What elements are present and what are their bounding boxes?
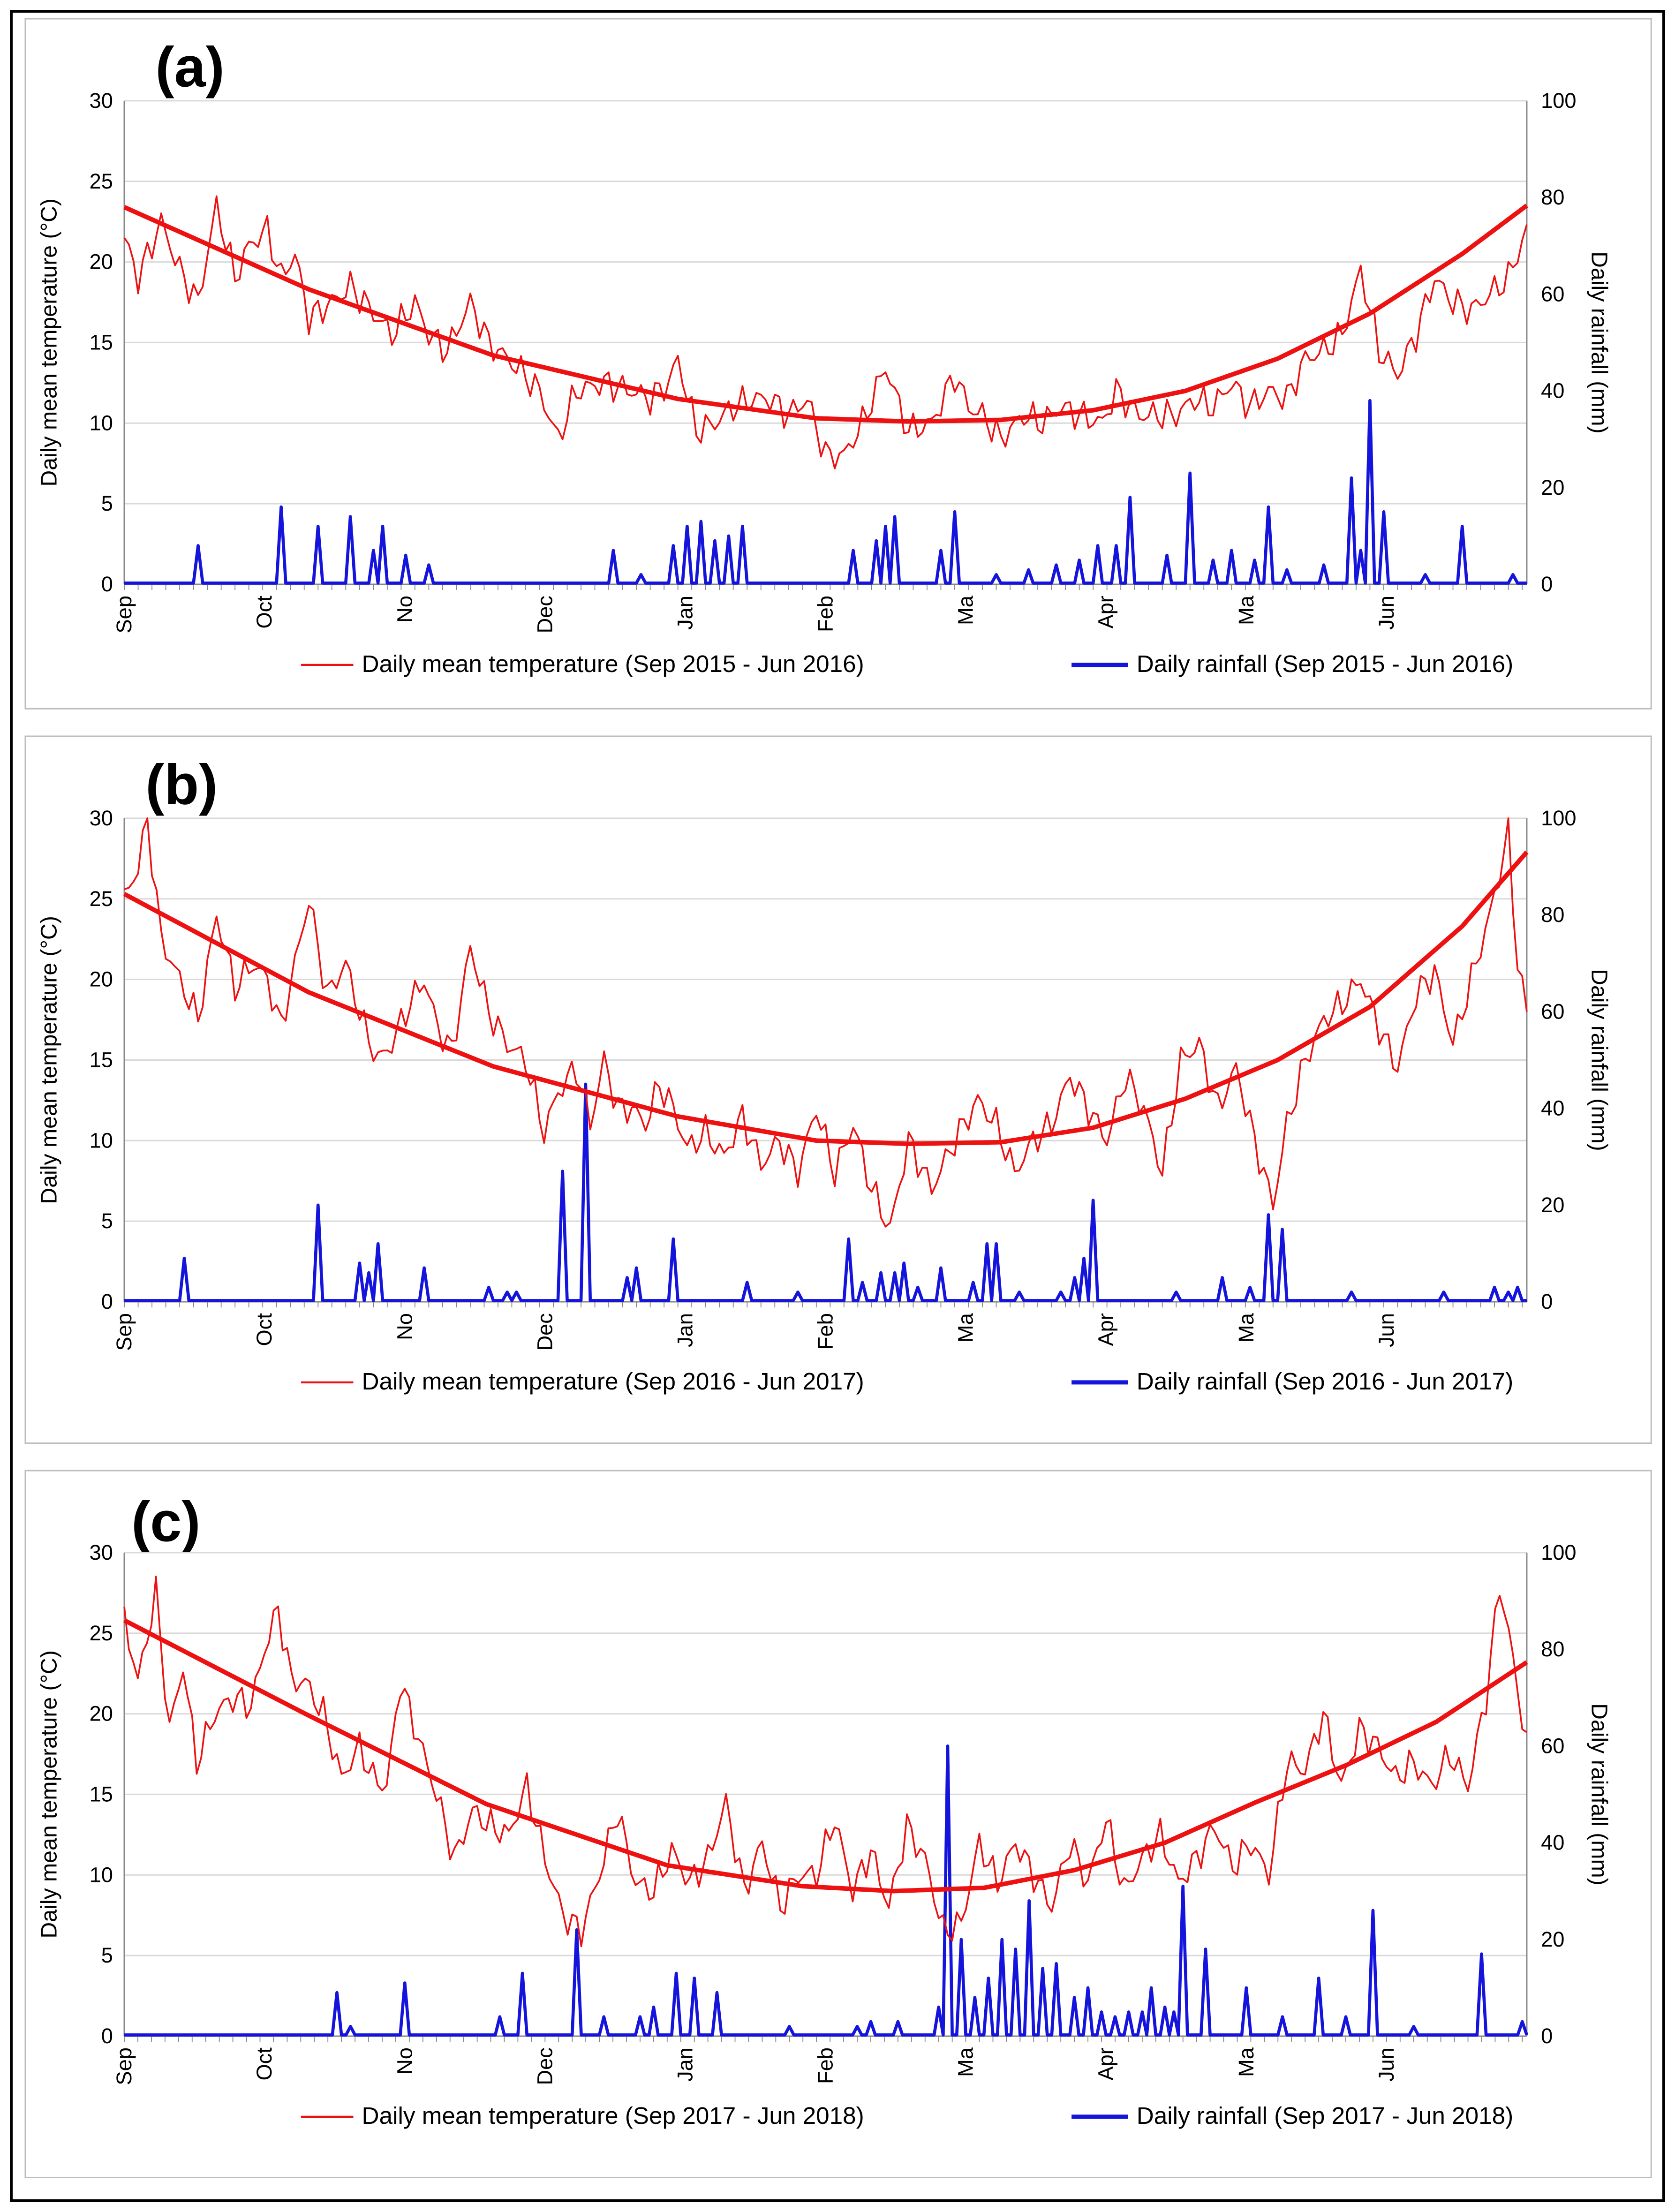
y-left-tick-label: 20 <box>90 250 113 274</box>
y-right-tick-label: 0 <box>1541 572 1553 596</box>
panel-frame <box>24 18 1652 710</box>
x-month-label: Oct <box>252 1313 276 1346</box>
rainfall-series <box>124 1082 1527 1302</box>
x-month-label: No <box>392 596 416 623</box>
y-left-tick-label: 15 <box>90 331 113 355</box>
y-left-tick-label: 0 <box>101 2024 113 2048</box>
y-right-tick-label: 40 <box>1541 1096 1564 1120</box>
legend-temperature-label: Daily mean temperature (Sep 2017 - Jun 2… <box>362 2102 864 2129</box>
x-month-label: Apr <box>1094 2047 1118 2080</box>
x-month-label: No <box>392 2047 416 2075</box>
y-right-tick-label: 60 <box>1541 282 1564 306</box>
x-month-label: Ma <box>1234 2047 1258 2077</box>
x-month-label: Jan <box>673 596 697 630</box>
y-left-tick-label: 25 <box>90 169 113 193</box>
y-left-axis-label: Daily mean temperature (°C) <box>36 1650 61 1938</box>
y-right-tick-label: 60 <box>1541 999 1564 1023</box>
x-month-label: Feb <box>814 2047 838 2084</box>
legend-temperature-label: Daily mean temperature (Sep 2015 - Jun 2… <box>362 650 864 677</box>
y-right-tick-label: 20 <box>1541 1193 1564 1217</box>
x-month-label: Oct <box>252 596 276 629</box>
y-left-axis-label: Daily mean temperature (°C) <box>36 198 61 486</box>
y-right-tick-label: 40 <box>1541 1831 1564 1855</box>
panel-b: (b) 0 5 10 15 20 25 30 0 20 40 60 80 100 Sep Oct No Dec J… <box>24 735 1652 1444</box>
temperature-trend-line <box>123 204 1528 424</box>
legend-rainfall-label: Daily rainfall (Sep 2015 - Jun 2016) <box>1137 650 1513 677</box>
y-right-tick-label: 40 <box>1541 379 1564 403</box>
x-month-label: Sep <box>112 1313 136 1351</box>
panel-a: (a) 0 5 10 15 20 25 30 0 20 40 60 80 100 Sep Oct No Dec J… <box>24 18 1652 710</box>
y-right-axis-label: Daily rainfall (mm) <box>1587 251 1612 434</box>
y-left-tick-label: 15 <box>90 1782 113 1806</box>
y-right-tick-label: 80 <box>1541 185 1564 209</box>
y-left-axis-label: Daily mean temperature (°C) <box>36 916 61 1204</box>
x-month-label: Ma <box>954 1313 978 1343</box>
y-right-axis-label: Daily rainfall (mm) <box>1587 1703 1612 1886</box>
panel-frame <box>24 735 1652 1444</box>
y-right-tick-label: 60 <box>1541 1734 1564 1758</box>
legend-temperature-label: Daily mean temperature (Sep 2016 - Jun 2… <box>362 1368 864 1395</box>
x-month-label: Sep <box>112 596 136 633</box>
y-left-tick-label: 15 <box>90 1048 113 1072</box>
x-month-label: No <box>392 1313 416 1340</box>
temperature-series <box>124 817 1528 1228</box>
x-month-label: Ma <box>1234 1313 1258 1343</box>
x-month-label: Dec <box>533 596 557 633</box>
y-right-tick-label: 80 <box>1541 903 1564 927</box>
x-month-label: Jun <box>1374 2047 1398 2082</box>
panel-label: (b) <box>145 753 218 816</box>
y-left-tick-label: 20 <box>90 1702 113 1726</box>
y-left-tick-label: 5 <box>101 491 113 515</box>
x-month-label: Ma <box>954 2047 978 2077</box>
figure-border <box>10 10 1665 2202</box>
x-month-label: Jan <box>673 1313 697 1347</box>
x-month-label: Jun <box>1374 596 1398 630</box>
panel-frame <box>24 1470 1652 2179</box>
x-month-label: Jun <box>1374 1313 1398 1347</box>
x-month-label: Feb <box>814 596 838 632</box>
rainfall-series <box>124 399 1527 585</box>
y-left-tick-label: 0 <box>101 1290 113 1314</box>
x-month-label: Ma <box>954 595 978 625</box>
rainfall-series <box>124 1744 1529 2037</box>
temperature-trend-line <box>123 850 1529 1146</box>
y-left-tick-label: 10 <box>90 1128 113 1152</box>
x-month-label: Apr <box>1094 1313 1118 1346</box>
legend-rainfall-label: Daily rainfall (Sep 2016 - Jun 2017) <box>1137 1368 1513 1395</box>
x-month-label: Ma <box>1234 595 1258 625</box>
y-right-tick-label: 0 <box>1541 1290 1553 1314</box>
y-right-tick-label: 0 <box>1541 2024 1553 2048</box>
y-left-tick-label: 10 <box>90 411 113 435</box>
y-left-tick-label: 0 <box>101 572 113 596</box>
y-right-tick-label: 80 <box>1541 1637 1564 1661</box>
y-left-tick-label: 25 <box>90 887 113 911</box>
panel-c: (c) 0 5 10 15 20 25 30 0 20 40 60 80 100 Sep Oct No Dec J… <box>24 1470 1652 2179</box>
x-month-label: Oct <box>252 2047 276 2081</box>
temperature-trend-line <box>123 1618 1528 1894</box>
y-left-tick-label: 30 <box>90 806 113 830</box>
y-right-tick-label: 20 <box>1541 1927 1564 1951</box>
x-month-label: Dec <box>533 2047 557 2085</box>
y-right-tick-label: 100 <box>1541 1540 1576 1564</box>
y-right-tick-label: 20 <box>1541 476 1564 499</box>
y-right-tick-label: 100 <box>1541 806 1576 830</box>
y-left-tick-label: 25 <box>90 1621 113 1645</box>
y-left-tick-label: 5 <box>101 1943 113 1967</box>
y-left-tick-label: 10 <box>90 1863 113 1887</box>
y-left-tick-label: 30 <box>90 1540 113 1564</box>
y-right-axis-label: Daily rainfall (mm) <box>1587 969 1612 1151</box>
panel-label: (c) <box>131 1490 200 1554</box>
y-left-tick-label: 30 <box>90 89 113 113</box>
x-month-label: Jan <box>673 2047 697 2082</box>
y-left-tick-label: 20 <box>90 967 113 991</box>
panel-label: (a) <box>155 36 224 99</box>
x-month-label: Feb <box>814 1313 838 1350</box>
x-month-label: Apr <box>1094 596 1118 628</box>
x-month-label: Dec <box>533 1313 557 1351</box>
x-month-label: Sep <box>112 2047 136 2085</box>
y-left-tick-label: 5 <box>101 1209 113 1233</box>
legend-rainfall-label: Daily rainfall (Sep 2017 - Jun 2018) <box>1137 2102 1513 2129</box>
y-right-tick-label: 100 <box>1541 89 1576 113</box>
